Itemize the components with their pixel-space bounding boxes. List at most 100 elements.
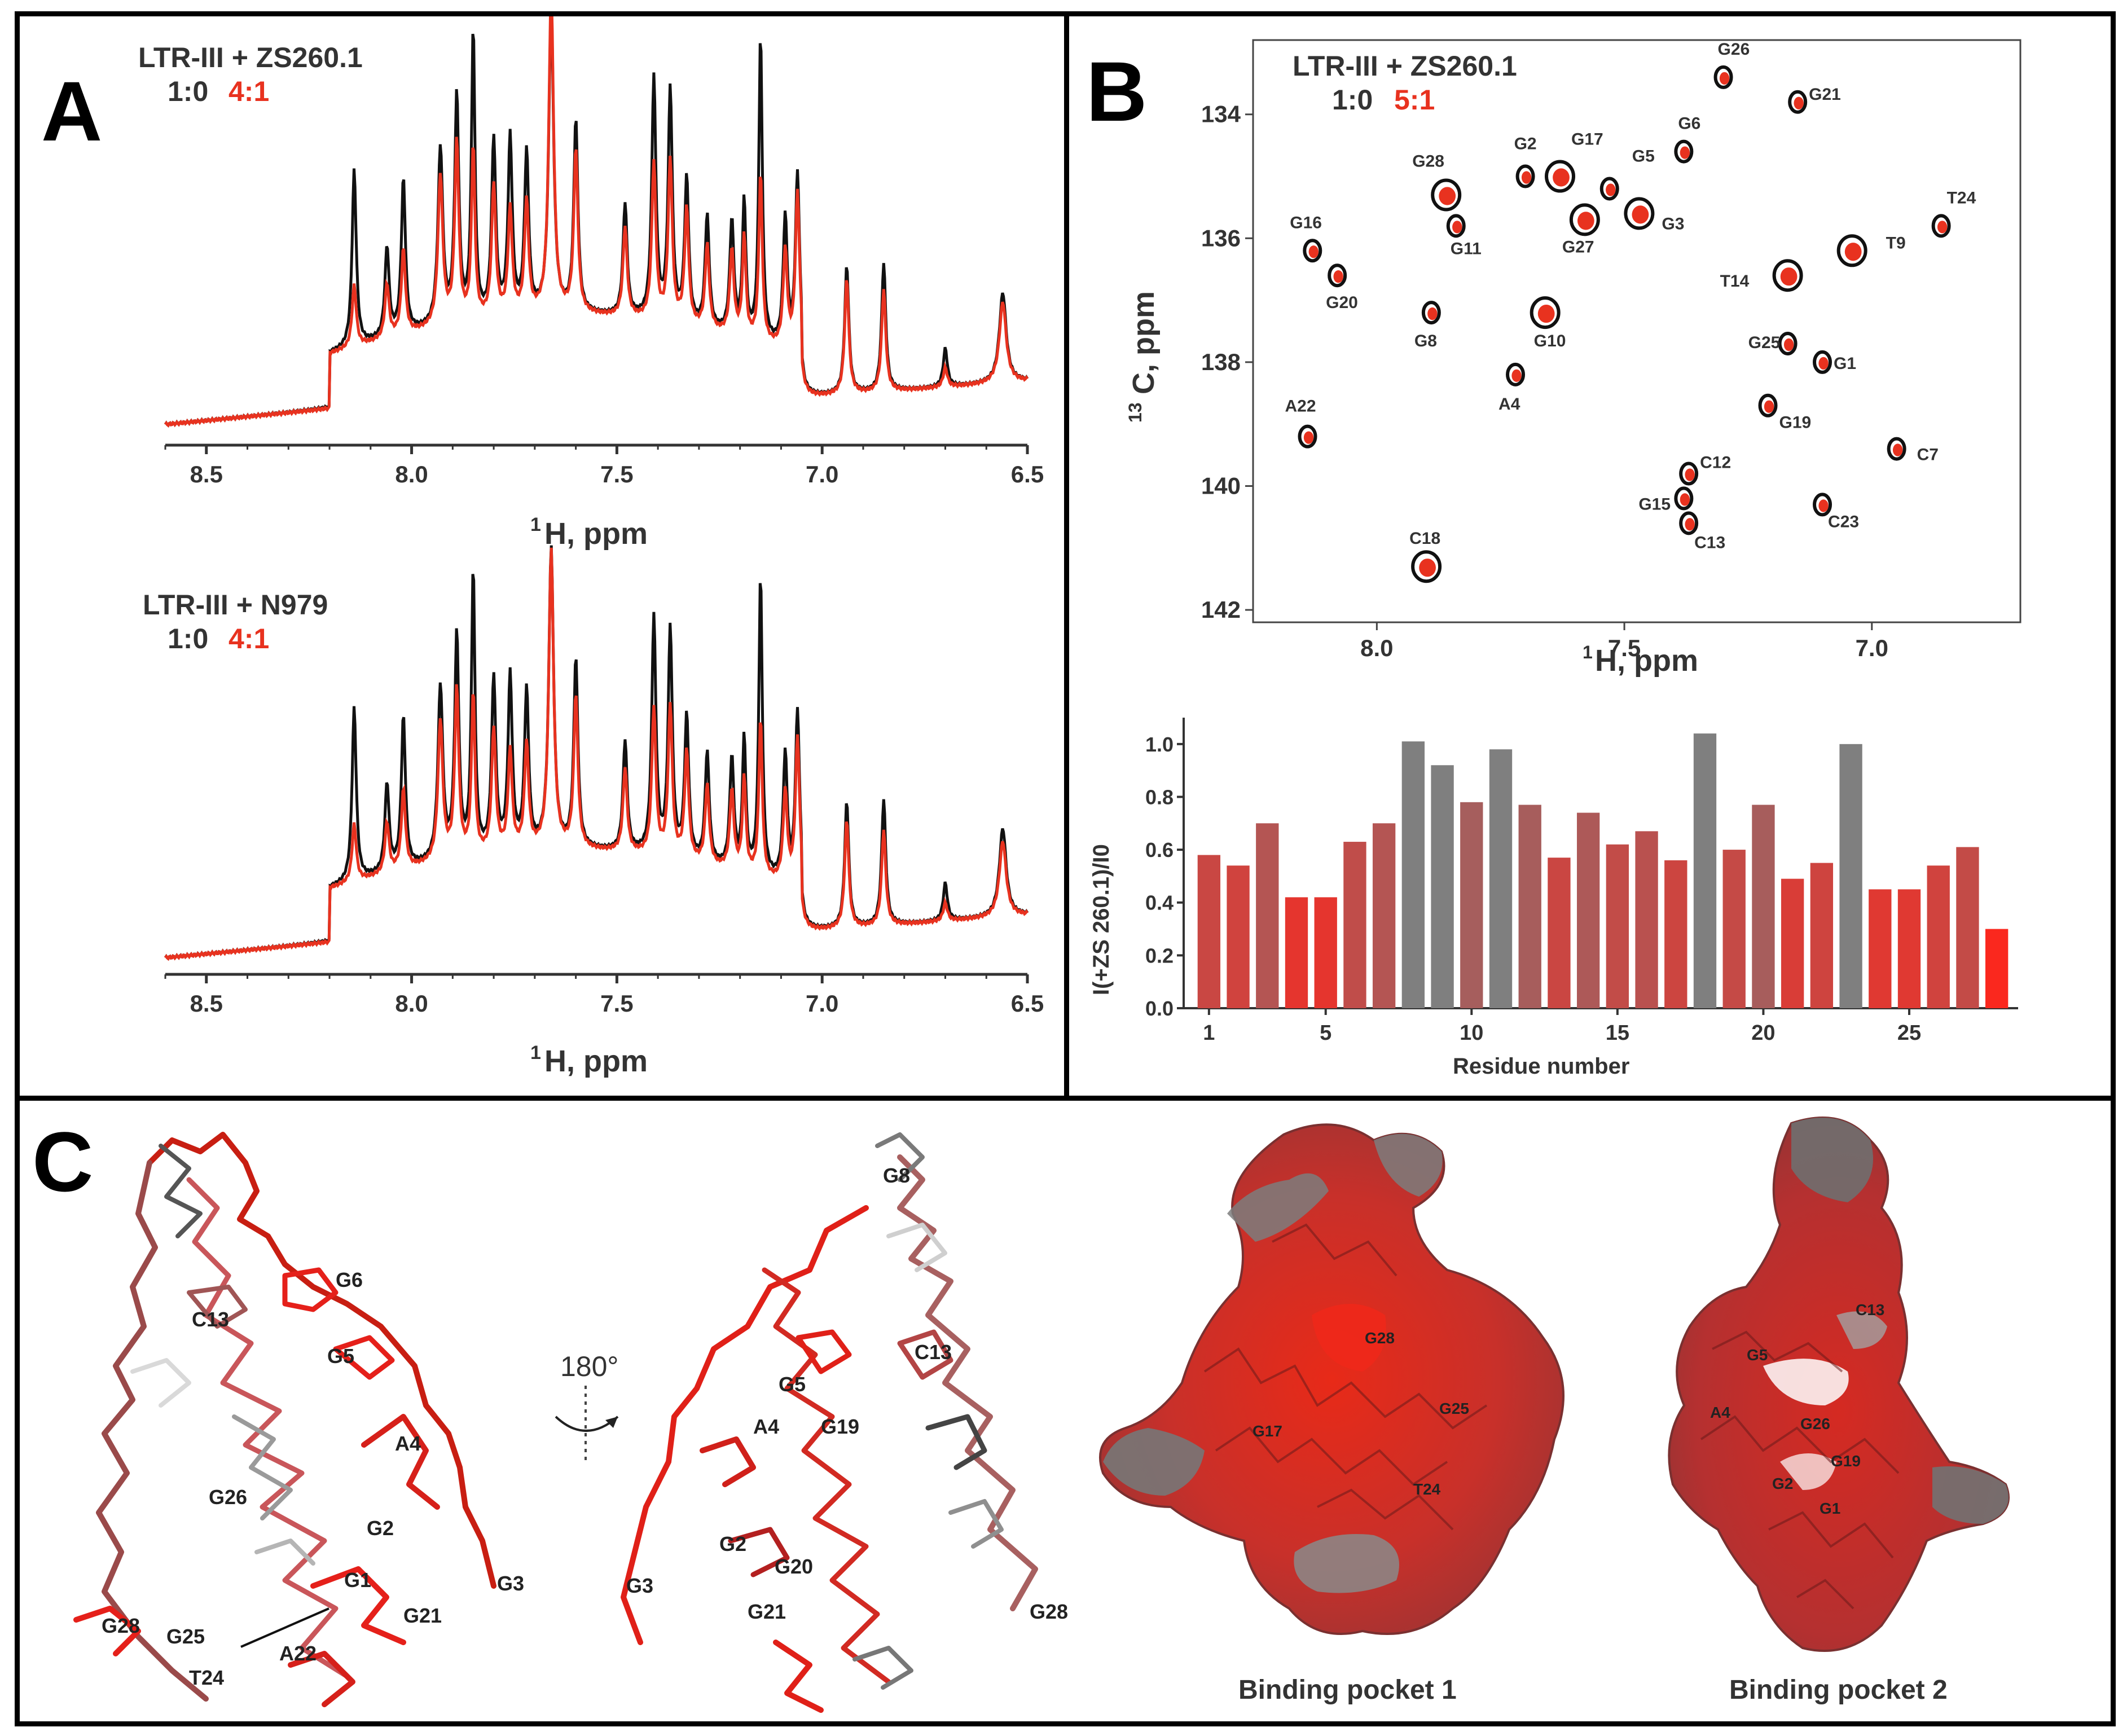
surface-1-label-t24: T24 [1413,1480,1441,1498]
panel-b-figure: B LTR-III + ZS260.1 1:0 5:1 8.0 7.5 7.0 134… [1086,39,2021,1079]
spectrum-bottom-ratio-red: 4:1 [228,623,269,654]
hsqc-peak-bound [1680,493,1690,506]
structure-2-label-g19: G19 [821,1415,859,1438]
bar-ticks: 0.00.20.40.60.81.01 5 10 15 20 25 [1145,733,1921,1045]
structure-1-label-a4: A4 [395,1432,421,1455]
bar-residue [1518,805,1541,1008]
bar-residue [1576,812,1600,1008]
structure-2-backbone [621,1132,1038,1713]
hsqc-peak-free [1679,511,1699,535]
bar-x-tick-label: 15 [1606,1021,1629,1045]
rotation-label: 180° [560,1351,618,1382]
structure-2-label-g21: G21 [748,1600,786,1623]
hsqc-peak-bound [1818,499,1829,512]
surface-1-label-g28: G28 [1365,1329,1395,1347]
hsqc-peak-bound [1439,187,1456,205]
bar-residue [1372,823,1396,1008]
surface-pocket-2: G5 C13 A4 G26 G19 G2 G1 Binding pocket 2 [1668,1117,2010,1705]
hsqc-peak-free [1431,178,1462,212]
hsqc-peak-free [1679,462,1699,486]
rotation-arrowhead [605,1417,618,1428]
hsqc-title: LTR-III + ZS260.1 [1293,50,1517,82]
bar-residue [1927,865,1950,1008]
hsqc-peak-label: A4 [1498,395,1520,414]
hsqc-peak-free [1772,259,1803,292]
structure-2-label-c13: C13 [915,1341,952,1364]
structure-2-label-g20: G20 [775,1555,813,1578]
hsqc-peak-free [1328,263,1347,288]
hsqc-peak-bound [1685,468,1695,481]
bar-residue [1197,855,1221,1008]
spectrum-bottom-title: LTR-III + N979 [143,589,328,621]
hsqc-x-tick-label: 7.5 [1608,635,1641,661]
surface-2-label-a4: A4 [1710,1404,1730,1421]
hsqc-peak-label: A22 [1285,397,1316,416]
x-tick-label: 7.5 [600,461,633,487]
bar-x-tick-label: 5 [1320,1021,1331,1045]
hsqc-peak-free [1758,393,1778,417]
hsqc-peak-free [1713,65,1733,89]
hsqc-ratio-red: 5:1 [1394,84,1435,116]
structure-1-label-g1: G1 [344,1568,371,1592]
hsqc-peak-label: G21 [1809,85,1841,104]
structure-1-label-g6: G6 [336,1268,363,1291]
structure-1-label-g3: G3 [497,1572,524,1595]
hsqc-peak-free [1569,203,1600,236]
hsqc-peak-bound [1452,221,1462,234]
spectrum-top-plot: 8.5 8.0 7.5 7.0 6.5 [164,16,1044,487]
x-tick-label: 8.5 [190,990,223,1017]
surface-2-label-g5: G5 [1747,1346,1768,1364]
panel-a: A LTR-III + ZS260.1 1:0 4:1 8.5 8.0 7.5 7.0… [15,11,1074,1106]
structure-1-backbone [73,1132,496,1707]
hsqc-peak-bound [1553,168,1570,187]
hsqc-peak-free [1813,350,1832,374]
hsqc-peak-label: G11 [1451,239,1482,258]
structure-view-1: G6 C13 G5 A4 G26 G2 G1 G21 G3 G28 G25 A2… [73,1132,524,1707]
hsqc-y-tick-label: 136 [1201,225,1241,251]
hsqc-peak-free [1674,486,1694,511]
bar-residue [1606,844,1629,1008]
hsqc-frame [1252,39,2021,623]
bar-residue [1869,889,1892,1008]
spectrum-bottom-ticks: 8.5 8.0 7.5 7.0 6.5 [164,974,1044,1017]
panel-letter-b: B [1086,44,1147,139]
bar-residue [1810,863,1834,1008]
hsqc-ticks: 8.0 7.5 7.0 134 136 138 140 142 [1201,101,1888,661]
hsqc-peak-free [1887,437,1906,461]
hsqc-peak-bound [1537,304,1555,323]
spectrum-top-ratio-red: 4:1 [228,76,269,107]
bar-ylabel: I(+ZS 260.1)/I0 [1089,844,1114,995]
hsqc-peak-label: G25 [1748,333,1781,352]
hsqc-peak-bound [1818,357,1829,370]
spectrum-bottom-xlabel-sup: 1 [530,1042,541,1063]
hsqc-peak-bound [1632,205,1649,224]
hsqc-peak-free [1298,424,1317,449]
structure-1-label-g26: G26 [209,1486,247,1509]
hsqc-peak-free [1813,493,1832,517]
x-tick-label: 8.0 [395,990,428,1017]
hsqc-peak-bound [1719,72,1730,85]
hsqc-peak-label: C7 [1917,446,1939,464]
hsqc-peak-free [1303,239,1322,263]
hsqc-peak-label: G10 [1534,332,1566,350]
panel-c-figure: C G6 C13 G5 A4 [32,1114,2010,1713]
spectrum-top-ticks: 8.5 8.0 7.5 7.0 6.5 [164,445,1044,487]
hsqc-peak-label: G8 [1414,332,1437,350]
hsqc-peak-label: C12 [1700,454,1731,472]
structure-1-label-g28: G28 [102,1614,140,1637]
hsqc-peak-bound [1577,212,1594,230]
hsqc-y-tick-label: 142 [1201,596,1241,623]
panel-b: B LTR-III + ZS260.1 1:0 5:1 8.0 7.5 7.0 134… [1064,11,2116,1106]
hsqc-ylabel: C, ppm [1127,291,1161,394]
hsqc-ratio-black: 1:0 [1332,84,1373,116]
surface-2-label-g19: G19 [1831,1452,1861,1470]
hsqc-peak-free [1545,160,1575,193]
hsqc-y-tick-label: 138 [1201,349,1241,375]
hsqc-peak-free [1931,214,1951,238]
surface-pocket-1: G28 G17 G25 T24 Binding pocket 1 [1099,1123,1565,1705]
hsqc-peak-bound [1685,518,1695,531]
hsqc-ylabel-sup: 13 [1125,402,1145,423]
hsqc-peak-bound [1606,183,1616,196]
hsqc-peak-label: T9 [1886,234,1906,252]
bar-residue [1460,802,1483,1008]
